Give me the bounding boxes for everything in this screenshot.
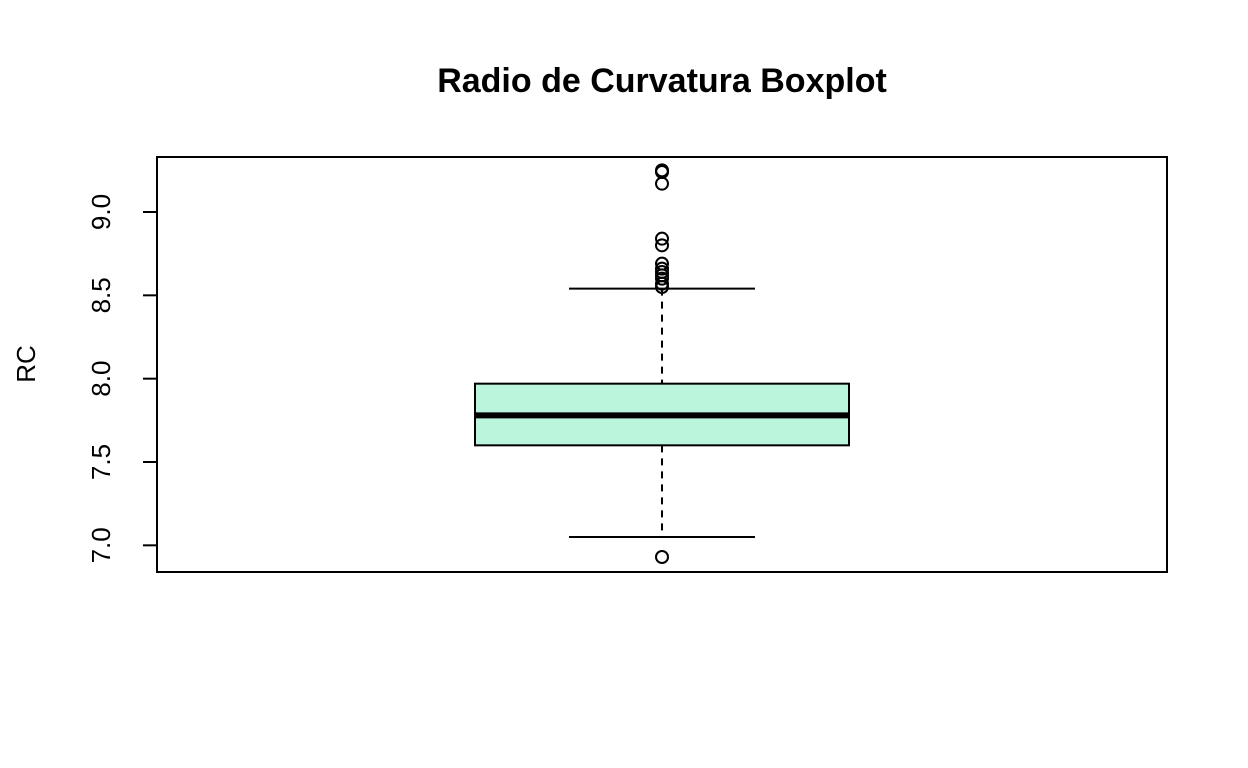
chart-title: Radio de Curvatura Boxplot [437,62,887,100]
y-tick-label: 8.0 [86,361,116,397]
y-tick-label: 7.5 [86,444,116,480]
outlier-point [655,550,669,564]
plot-frame [156,156,1168,573]
outlier-point [655,271,669,286]
box-group [474,163,850,564]
outlier-point [655,280,669,294]
y-tick-label: 7.0 [86,527,116,563]
y-axis-label: RC [11,345,41,383]
y-tick-label: 8.5 [86,277,116,313]
outlier-point [655,231,669,246]
y-axis: 7.0 7.5 8.0 8.5 9.0 [86,194,158,563]
outlier-point [655,238,669,253]
outlier-point [655,176,669,191]
y-tick-label: 9.0 [86,194,116,230]
